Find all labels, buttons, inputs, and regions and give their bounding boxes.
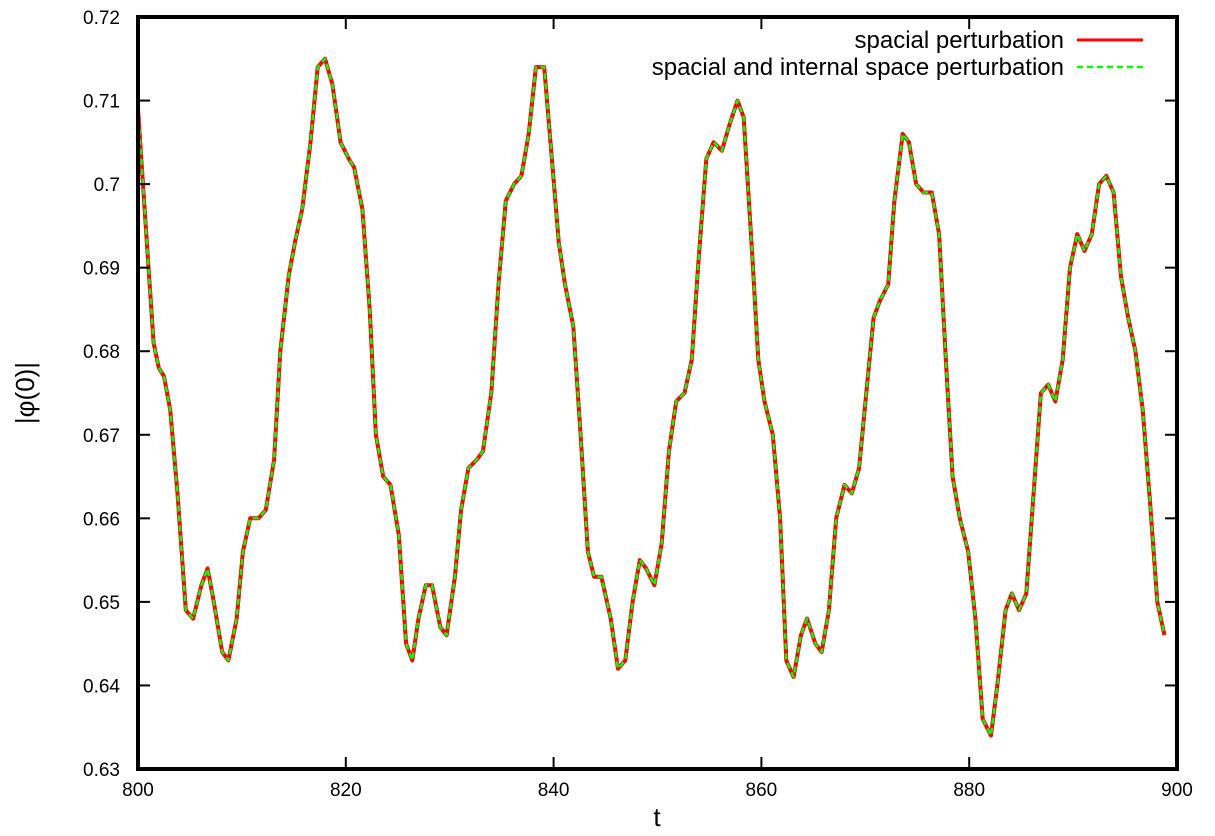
y-tick-label: 0.68: [83, 342, 120, 363]
legend-label-2: spacial and internal space perturbation: [652, 54, 1064, 81]
series-layer: [136, 56, 1167, 738]
x-tick-label: 840: [538, 780, 570, 801]
y-tick-label: 0.71: [83, 92, 120, 113]
x-tick-label: 820: [330, 780, 362, 801]
series-line-2: [136, 57, 1166, 737]
y-tick-label: 0.67: [83, 426, 120, 447]
x-tick-label: 880: [953, 780, 985, 801]
y-tick-label: 0.64: [83, 676, 120, 697]
x-tick-label: 800: [122, 780, 154, 801]
y-tick-label: 0.65: [83, 593, 120, 614]
x-tick-label: 900: [1161, 780, 1193, 801]
y-tick-label: 0.72: [83, 8, 120, 29]
ticks-layer: 800 820 840 860 880 900 0.63 0.64 0.65 0.66 0.67 0.…: [83, 8, 1193, 801]
series-line-1: [136, 56, 1167, 738]
legend-label-1: spacial perturbation: [855, 27, 1064, 54]
y-tick-label: 0.63: [83, 760, 120, 781]
x-axis-title: t: [653, 802, 661, 832]
x-tick-label: 860: [746, 780, 778, 801]
y-axis-title: |φ(0)|: [10, 362, 40, 424]
y-tick-label: 0.7: [94, 175, 120, 196]
y-tick-label: 0.69: [83, 259, 120, 280]
y-tick-label: 0.66: [83, 509, 120, 530]
plot-frame: [136, 15, 1179, 771]
